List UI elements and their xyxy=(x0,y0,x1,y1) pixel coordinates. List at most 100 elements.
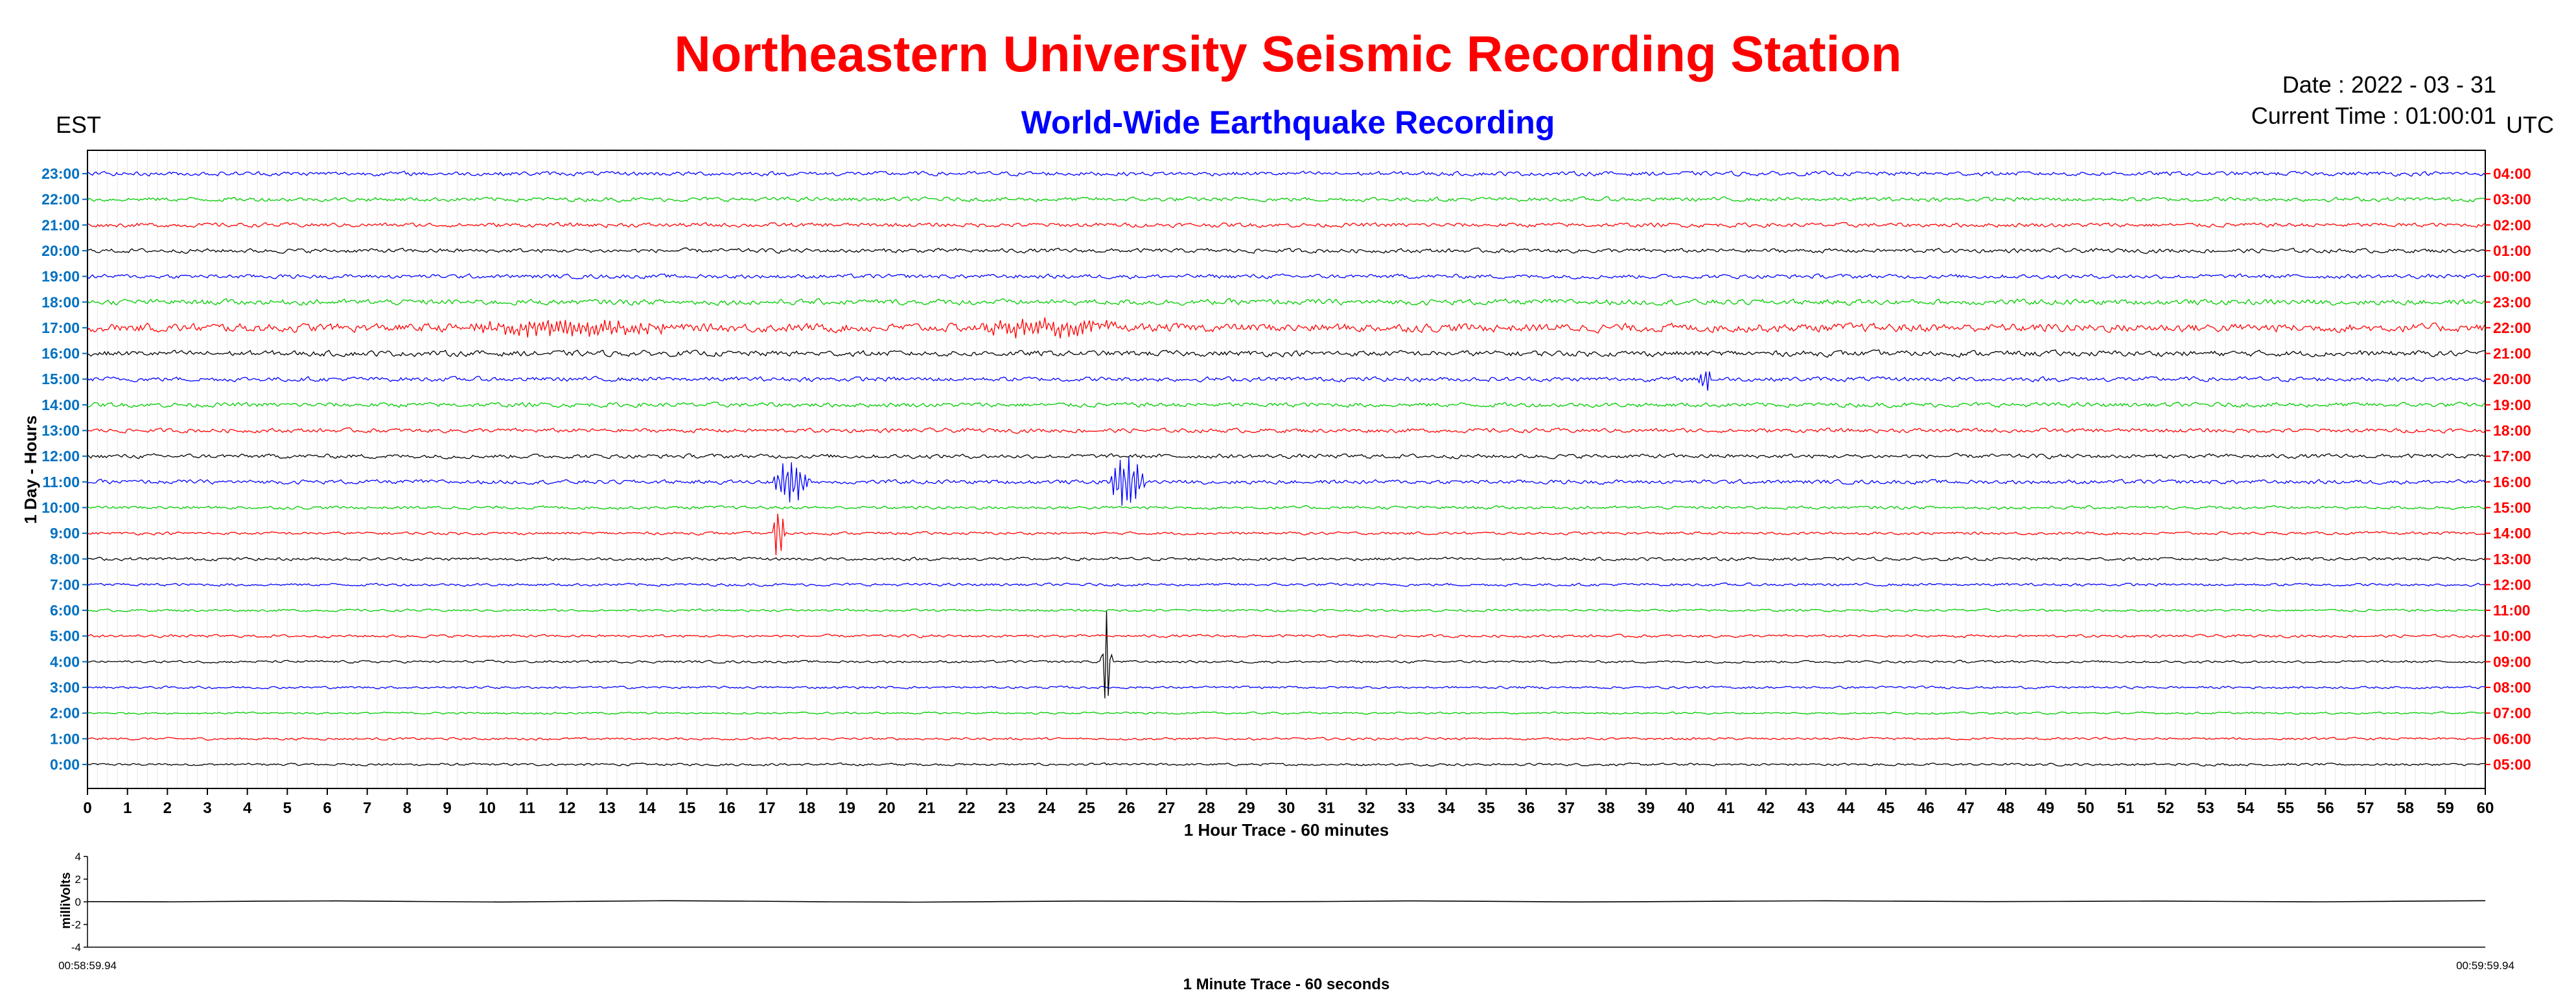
hour-trace-12 xyxy=(87,453,2486,459)
x-tick-label: 59 xyxy=(2437,799,2454,817)
left-hour-label: 13:00 xyxy=(41,422,80,439)
x-tick-label: 28 xyxy=(1198,799,1215,817)
left-hour-label: 20:00 xyxy=(41,242,80,259)
x-tick-label: 18 xyxy=(798,799,816,817)
x-tick-label: 30 xyxy=(1278,799,1295,817)
x-tick-label: 45 xyxy=(1877,799,1895,817)
hour-trace-6 xyxy=(87,608,2486,613)
y-tick-label: 4 xyxy=(75,851,81,863)
one-minute-x-axis-label: 1 Minute Trace - 60 seconds xyxy=(1183,976,1390,993)
right-hour-label: 14:00 xyxy=(2493,525,2531,542)
hour-trace-4 xyxy=(87,610,2486,698)
x-tick-label: 25 xyxy=(1078,799,1095,817)
right-hour-label: 09:00 xyxy=(2493,653,2531,670)
x-tick-label: 3 xyxy=(203,799,211,817)
left-hour-label: 1:00 xyxy=(50,730,80,747)
x-tick-label: 31 xyxy=(1317,799,1335,817)
page-title: Northeastern University Seismic Recordin… xyxy=(674,25,1902,82)
x-tick-label: 40 xyxy=(1677,799,1695,817)
x-tick-label: 21 xyxy=(918,799,936,817)
hour-trace-18 xyxy=(87,297,2486,306)
right-hour-label: 06:00 xyxy=(2493,730,2531,747)
x-tick-label: 19 xyxy=(838,799,855,817)
x-tick-label: 9 xyxy=(443,799,451,817)
right-hour-label: 13:00 xyxy=(2493,551,2531,568)
x-tick-label: 35 xyxy=(1478,799,1495,817)
x-tick-label: 55 xyxy=(2277,799,2294,817)
hour-trace-19 xyxy=(87,273,2486,280)
x-tick-label: 26 xyxy=(1118,799,1135,817)
x-tick-label: 32 xyxy=(1358,799,1375,817)
one-minute-end-time-label: 00:59:59.94 xyxy=(2456,959,2514,972)
right-hour-label: 21:00 xyxy=(2493,345,2531,362)
left-hour-label: 10:00 xyxy=(41,499,80,516)
x-tick-label: 2 xyxy=(163,799,172,817)
right-hour-label: 04:00 xyxy=(2493,165,2531,182)
right-hour-label: 16:00 xyxy=(2493,474,2531,490)
right-hour-label: 02:00 xyxy=(2493,216,2531,233)
left-hour-label: 5:00 xyxy=(50,628,80,645)
page-subtitle: World-Wide Earthquake Recording xyxy=(1021,104,1555,141)
x-tick-label: 38 xyxy=(1597,799,1615,817)
x-tick-label: 41 xyxy=(1717,799,1735,817)
right-hour-label: 15:00 xyxy=(2493,499,2531,516)
hour-trace-23 xyxy=(87,170,2486,177)
right-hour-label: 01:00 xyxy=(2493,242,2531,259)
left-hour-label: 18:00 xyxy=(41,293,80,310)
hour-trace-17 xyxy=(87,317,2486,339)
left-hour-label: 9:00 xyxy=(50,525,80,542)
hour-trace-3 xyxy=(87,685,2485,690)
right-hour-label: 23:00 xyxy=(2493,293,2531,310)
utc-timezone-label: UTC xyxy=(2506,111,2554,138)
right-hour-label: 05:00 xyxy=(2493,756,2531,773)
helicorder-traces xyxy=(87,170,2486,767)
x-tick-label: 22 xyxy=(958,799,975,817)
x-tick-label: 29 xyxy=(1238,799,1255,817)
helicorder-y-axis-label: 1 Day - Hours xyxy=(21,415,40,524)
x-tick-label: 47 xyxy=(1957,799,1975,817)
current-time-readout: Current Time : 01:00:01 xyxy=(2251,102,2496,129)
y-tick-label: -4 xyxy=(71,941,81,954)
left-hour-label: 2:00 xyxy=(50,705,80,722)
left-hour-label: 4:00 xyxy=(50,653,80,670)
left-hour-label: 8:00 xyxy=(50,551,80,568)
x-tick-label: 53 xyxy=(2197,799,2214,817)
right-hour-label: 11:00 xyxy=(2493,602,2531,619)
right-hour-labels: 05:00 06:00 07:00 08:00 09:00 10:00 11:00 12:00… xyxy=(2485,165,2531,773)
hour-trace-11 xyxy=(87,456,2486,506)
x-tick-label: 15 xyxy=(679,799,696,817)
hour-trace-13 xyxy=(87,427,2486,434)
left-hour-label: 6:00 xyxy=(50,602,80,619)
y-tick-label: -2 xyxy=(71,919,81,931)
x-tick-label: 16 xyxy=(718,799,736,817)
x-tick-label: 14 xyxy=(638,799,656,817)
x-tick-label: 52 xyxy=(2157,799,2174,817)
x-tick-label: 17 xyxy=(758,799,776,817)
hour-trace-22 xyxy=(87,196,2486,203)
left-hour-label: 22:00 xyxy=(41,191,80,208)
x-tick-label: 4 xyxy=(243,799,252,817)
x-tick-label: 50 xyxy=(2077,799,2094,817)
left-hour-label: 16:00 xyxy=(41,345,80,362)
right-hour-label: 18:00 xyxy=(2493,422,2531,439)
left-hour-labels: 0:00 1:00 2:00 3:00 4:00 5:00 6:00 7:00 8:00 9:00… xyxy=(41,165,87,773)
x-tick-label: 20 xyxy=(878,799,896,817)
right-hour-label: 20:00 xyxy=(2493,371,2531,387)
right-hour-label: 12:00 xyxy=(2493,576,2531,593)
x-tick-label: 37 xyxy=(1557,799,1575,817)
x-tick-label: 33 xyxy=(1398,799,1415,817)
x-tick-label: 43 xyxy=(1797,799,1815,817)
hour-trace-16 xyxy=(87,349,2486,358)
x-tick-label: 51 xyxy=(2117,799,2135,817)
helicorder-x-axis-label: 1 Hour Trace - 60 minutes xyxy=(1184,820,1389,840)
right-hour-label: 08:00 xyxy=(2493,679,2531,696)
x-tick-label: 36 xyxy=(1518,799,1535,817)
x-tick-label: 39 xyxy=(1638,799,1655,817)
hour-trace-14 xyxy=(87,401,2486,408)
left-hour-label: 21:00 xyxy=(41,216,80,233)
x-tick-label: 6 xyxy=(323,799,331,817)
left-hour-label: 3:00 xyxy=(50,679,80,696)
hour-trace-5 xyxy=(87,634,2486,639)
left-hour-label: 7:00 xyxy=(50,576,80,593)
right-hour-label: 07:00 xyxy=(2493,705,2531,722)
